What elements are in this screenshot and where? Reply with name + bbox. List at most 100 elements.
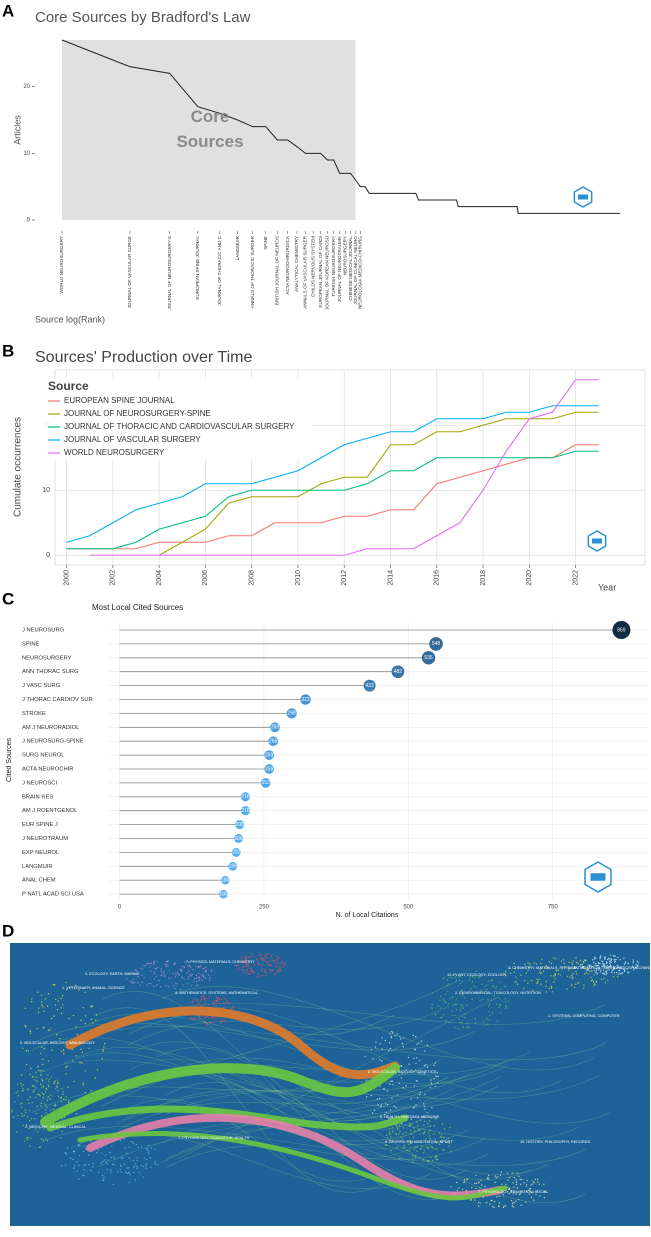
series-line bbox=[158, 411, 599, 556]
overlay-dot bbox=[428, 1160, 430, 1162]
overlay-dot bbox=[597, 964, 599, 967]
overlay-dot bbox=[591, 966, 593, 968]
overlay-dot bbox=[198, 977, 201, 979]
overlay-dot bbox=[88, 1163, 90, 1166]
overlay-dot bbox=[193, 1017, 196, 1019]
overlay-dot bbox=[193, 978, 196, 980]
overlay-dot bbox=[193, 998, 195, 1000]
overlay-dot bbox=[512, 1193, 515, 1195]
overlay-dot bbox=[80, 1048, 82, 1050]
overlay-dot bbox=[525, 1201, 527, 1203]
overlay-dot bbox=[527, 962, 529, 964]
overlay-dot bbox=[190, 1017, 192, 1019]
overlay-dot bbox=[29, 1096, 31, 1098]
overlay-dot bbox=[533, 962, 535, 964]
overlay-dot bbox=[592, 959, 594, 961]
overlay-dot bbox=[112, 1156, 115, 1158]
overlay-dot bbox=[148, 1144, 150, 1147]
overlay-dot bbox=[572, 976, 574, 979]
overlay-link bbox=[160, 1076, 502, 1164]
overlay-dot bbox=[26, 1138, 29, 1141]
overlay-dot bbox=[21, 1102, 23, 1104]
overlay-dot bbox=[609, 964, 612, 966]
overlay-dot bbox=[204, 967, 207, 969]
overlay-dot bbox=[33, 1085, 35, 1088]
overlay-dot bbox=[401, 1138, 404, 1140]
value-label: 196 bbox=[229, 864, 238, 870]
overlay-dot bbox=[458, 979, 461, 981]
overlay-dot bbox=[36, 1105, 38, 1108]
overlay-dot bbox=[447, 990, 449, 993]
overlay-dot bbox=[142, 1165, 145, 1168]
overlay-dot bbox=[459, 975, 462, 977]
overlay-dot bbox=[265, 971, 267, 974]
overlay-dot bbox=[439, 1141, 441, 1143]
y-tick-label: J THORAC CARDIOV SUR bbox=[22, 697, 93, 703]
overlay-dot bbox=[38, 1146, 41, 1149]
overlay-dot bbox=[83, 1164, 86, 1167]
overlay-dot bbox=[64, 1099, 67, 1101]
overlay-dot bbox=[600, 978, 603, 981]
overlay-dot bbox=[448, 1145, 450, 1147]
lollipop-dot bbox=[260, 778, 271, 788]
overlay-dot bbox=[510, 1199, 513, 1202]
overlay-dot bbox=[50, 1109, 52, 1111]
overlay-dot bbox=[431, 1003, 433, 1006]
overlay-dot bbox=[583, 959, 586, 961]
overlay-dot bbox=[260, 956, 262, 958]
overlay-dot bbox=[584, 960, 587, 962]
chart-title: Most Local Cited Sources bbox=[92, 603, 183, 612]
overlay-dot bbox=[392, 1130, 394, 1132]
overlay-dot bbox=[265, 954, 267, 956]
overlay-dot bbox=[83, 1174, 85, 1177]
overlay-dot bbox=[88, 1047, 90, 1050]
overlay-dot bbox=[474, 976, 476, 979]
overlay-dot bbox=[47, 1060, 50, 1062]
overlay-dot bbox=[83, 1145, 85, 1148]
overlay-dot bbox=[72, 1158, 74, 1161]
overlay-dot bbox=[137, 976, 139, 978]
overlay-dot bbox=[164, 974, 166, 976]
overlay-dot bbox=[632, 960, 635, 963]
overlay-dot bbox=[53, 984, 56, 986]
overlay-dot bbox=[204, 971, 207, 973]
overlay-link bbox=[67, 1026, 607, 1061]
overlay-dot bbox=[395, 1134, 397, 1136]
overlay-dot bbox=[65, 1066, 67, 1068]
y-tick-label: P NATL ACAD SCI USA bbox=[22, 892, 84, 898]
overlay-dot bbox=[399, 1130, 401, 1133]
y-tick-label: 0 bbox=[27, 218, 31, 224]
overlay-dot bbox=[515, 981, 517, 983]
overlay-dot bbox=[102, 1049, 104, 1051]
value-label: 206 bbox=[234, 836, 243, 842]
overlay-dot bbox=[409, 1123, 411, 1125]
overlay-dot bbox=[37, 1065, 39, 1068]
x-tick-label: 2022 bbox=[572, 570, 579, 586]
overlay-dot bbox=[459, 1009, 462, 1012]
overlay-dot bbox=[449, 1021, 451, 1024]
overlay-dot bbox=[207, 974, 210, 976]
overlay-dot bbox=[488, 1019, 491, 1021]
overlay-dot bbox=[250, 967, 253, 970]
overlay-dot bbox=[275, 962, 277, 964]
overlay-dot bbox=[150, 970, 152, 972]
overlay-dot bbox=[451, 1014, 454, 1016]
overlay-dot bbox=[464, 1013, 466, 1015]
value-label: 202 bbox=[232, 850, 241, 856]
overlay-dot bbox=[474, 1017, 476, 1020]
overlay-dot bbox=[107, 1159, 110, 1161]
overlay-dot bbox=[192, 1002, 194, 1005]
overlay-dot bbox=[53, 1015, 55, 1017]
overlay-dot bbox=[197, 999, 199, 1001]
overlay-dot bbox=[392, 1127, 394, 1129]
overlay-dot bbox=[45, 1138, 47, 1140]
overlay-dot bbox=[513, 1177, 516, 1179]
overlay-dot bbox=[623, 963, 625, 965]
overlay-dot bbox=[379, 1085, 381, 1087]
overlay-dot bbox=[212, 1016, 214, 1019]
overlay-dot bbox=[403, 1144, 405, 1146]
overlay-link bbox=[164, 1075, 600, 1116]
lollipop-dot bbox=[429, 637, 443, 651]
overlay-dot bbox=[430, 1145, 432, 1147]
overlay-dot bbox=[571, 985, 573, 987]
